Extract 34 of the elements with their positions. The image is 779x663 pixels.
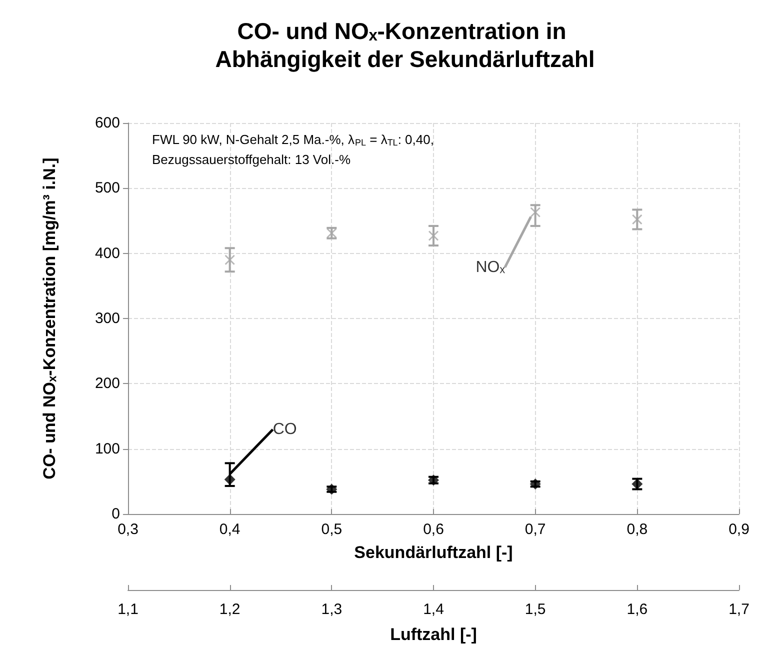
x2-tick-label: 1,6 (626, 601, 648, 618)
x2-axis-title: Luftzahl [-] (390, 625, 477, 644)
x-tick-label: 0,4 (219, 521, 240, 538)
point (530, 478, 541, 490)
x2-tick-label: 1,3 (321, 601, 342, 618)
x-tick-label: 0,5 (321, 521, 342, 538)
point (428, 230, 439, 241)
chart-title: CO- und NOₓ-Konzentration in Abhängigkeit der Sekundärluftzahl (215, 18, 595, 72)
x2-tick-label: 1,2 (219, 601, 240, 618)
y-tick-label: 100 (94, 440, 120, 458)
x-tick-label: 0,6 (423, 521, 444, 538)
point (224, 254, 236, 266)
point (632, 214, 642, 225)
y-axis-title: CO- und NOₓ-Konzentration [mg/m³ i.N.] (40, 158, 59, 480)
y-tick-label: 500 (94, 180, 120, 197)
x2-tick-label: 1,7 (728, 601, 750, 618)
x2-tick-label: 1,4 (423, 601, 444, 618)
annotation: Bezugssauerstoffgehalt: 13 Vol.-% (152, 152, 351, 167)
text: CO (272, 420, 297, 438)
text: NOₓ (476, 258, 506, 276)
point (326, 484, 338, 495)
x-tick-label: 0,9 (728, 521, 750, 538)
x-tick-label: 0,8 (626, 521, 648, 538)
y-tick-label: 600 (94, 114, 120, 132)
point (224, 474, 236, 485)
x2-tick-label: 1,1 (118, 601, 138, 618)
x-axis-title: Sekundärluftzahl [-] (354, 543, 513, 562)
x2-tick-label: 1,5 (524, 601, 546, 618)
y-tick-label: 200 (94, 375, 120, 392)
x-tick-label: 0,3 (118, 521, 138, 538)
x-tick-label: 0,7 (524, 521, 546, 538)
y-tick-label: 300 (94, 310, 120, 327)
y-tick-label: 400 (94, 244, 120, 262)
y-tick-label: 0 (112, 506, 120, 522)
